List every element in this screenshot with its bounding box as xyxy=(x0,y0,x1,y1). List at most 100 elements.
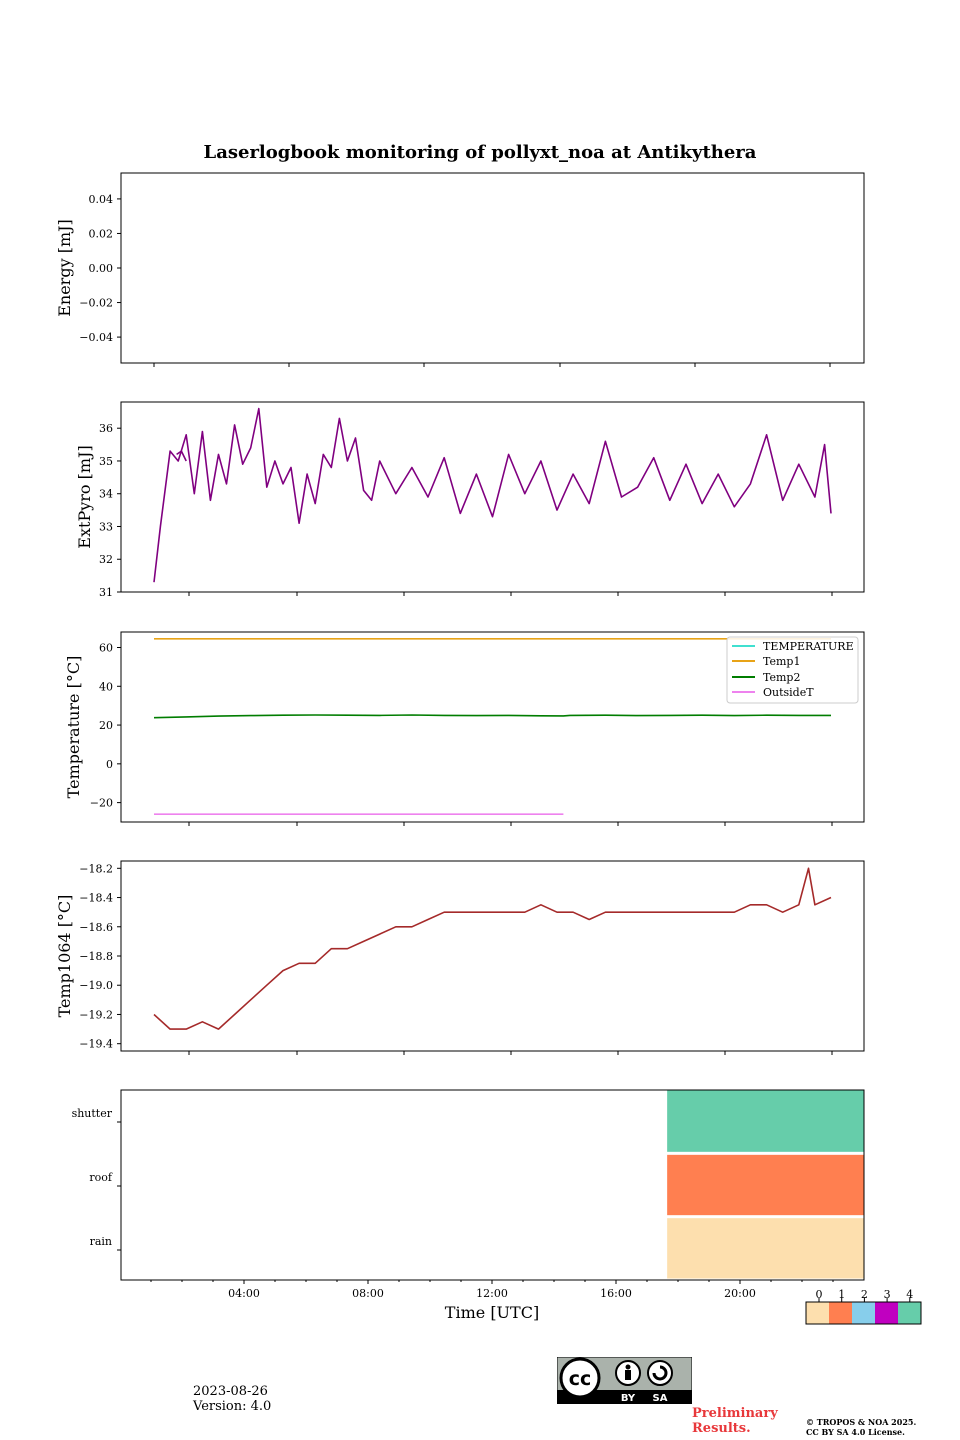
temp1064-ytick-label: −19.0 xyxy=(79,979,113,992)
panel-temperature-ylabel: Temperature [°C] xyxy=(64,656,83,799)
colorbar-tick-label: 0 xyxy=(816,1288,823,1301)
legend-label-temp2: Temp2 xyxy=(763,671,800,684)
panel-temp1064-series xyxy=(153,867,832,1030)
energy-ytick-label: 0.00 xyxy=(89,262,114,275)
temp1064-ytick-label: −18.4 xyxy=(79,892,113,905)
panel-energy-xticks xyxy=(153,363,831,367)
cc-icon xyxy=(559,1357,601,1399)
x-tick-label: 12:00 xyxy=(476,1287,508,1300)
energy-ytick-label: 0.02 xyxy=(89,227,114,240)
extpyro-ytick-label: 33 xyxy=(99,520,113,533)
extpyro-ytick-label: 36 xyxy=(99,422,113,435)
status-row-label-shutter: shutter xyxy=(72,1107,113,1120)
status-xticks: 04:00 08:00 12:00 16:00 20:00 xyxy=(150,1280,834,1300)
preliminary-line-2: Results. xyxy=(692,1421,751,1436)
footer-version: Version: 4.0 xyxy=(193,1399,272,1414)
legend-frame xyxy=(726,636,859,704)
extpyro-line-series-0 xyxy=(153,407,832,583)
panel-extpyro: ExtPyro [mJ] 31 32 33 34 35 36 xyxy=(75,401,865,599)
temperature-ytick-label: −20 xyxy=(90,797,113,810)
colorbar-swatch-1 xyxy=(829,1302,852,1324)
panel-temp1064-frame xyxy=(120,860,865,1052)
extpyro-ytick-label: 35 xyxy=(99,455,113,468)
legend-label-temp1: Temp1 xyxy=(763,655,800,668)
panel-temp1064-xticks xyxy=(188,1051,833,1055)
panel-temperature: Temperature [°C] −20 0 20 40 60 TEMPERATURE … xyxy=(64,631,865,826)
temp1064-ytick-label: −19.2 xyxy=(79,1008,113,1021)
status-cell-roof xyxy=(667,1154,864,1216)
temperature-ytick-label: 40 xyxy=(99,680,113,693)
colorbar-swatch-4 xyxy=(898,1302,921,1324)
colorbar-tick-label: 1 xyxy=(838,1288,845,1301)
status-cell-shutter xyxy=(667,1090,864,1152)
footer-date-version: 2023-08-26 Version: 4.0 xyxy=(193,1384,271,1414)
panel-status: shutter roof rain 04:00 08:00 12:00 16:00 20:0… xyxy=(72,1089,865,1322)
colorbar-tick-label: 3 xyxy=(884,1288,891,1301)
panel-temp1064: Temp1064 [°C] −19.4−19.2−19.0−18.8−18.6−… xyxy=(55,860,865,1055)
extpyro-ytick-label: 31 xyxy=(99,586,113,599)
legend-label-temperature: TEMPERATURE xyxy=(763,640,854,653)
badge-sa-label: SA xyxy=(653,1393,668,1404)
panel-extpyro-yticks: 31 32 33 34 35 36 xyxy=(99,422,121,599)
panel-energy: Energy [mJ] −0.04 −0.02 0.00 0.02 0.04 xyxy=(55,172,865,367)
badge-by-label: BY xyxy=(621,1393,636,1404)
temp1064-line-series-0 xyxy=(153,867,832,1030)
panel-extpyro-series xyxy=(153,407,832,583)
status-row-label-rain: rain xyxy=(90,1235,112,1248)
energy-ytick-label: −0.04 xyxy=(79,331,113,344)
x-tick-label: 20:00 xyxy=(724,1287,756,1300)
panel-temperature-series xyxy=(153,638,831,815)
colorbar-tick-label: 4 xyxy=(906,1288,913,1301)
temp1064-ytick-label: −18.6 xyxy=(79,921,113,934)
panel-temperature-frame xyxy=(120,631,865,823)
by-person-head xyxy=(625,1364,631,1370)
sa-arrow xyxy=(652,1365,668,1381)
status-row-labels: shutter roof rain xyxy=(72,1107,121,1251)
by-person-body xyxy=(625,1370,631,1380)
colorbar-tick-label: 2 xyxy=(861,1288,868,1301)
copyright-line-2: CC BY SA 4.0 License. xyxy=(806,1427,905,1437)
temperature-legend: TEMPERATURE Temp1 Temp2 OutsideT xyxy=(726,636,859,704)
colorbar-swatch-2 xyxy=(852,1302,875,1324)
x-tick-label: 16:00 xyxy=(600,1287,632,1300)
cc-by-sa-badge: cc BY SA xyxy=(557,1357,692,1404)
temperature-ytick-label: 20 xyxy=(99,719,113,732)
energy-ytick-label: −0.02 xyxy=(79,297,113,310)
x-tick-label: 04:00 xyxy=(228,1287,260,1300)
panel-energy-frame xyxy=(120,172,865,364)
status-cell-rain xyxy=(667,1218,864,1279)
panel-extpyro-frame xyxy=(120,401,865,593)
x-axis-label: Time [UTC] xyxy=(445,1303,539,1322)
extpyro-ytick-label: 32 xyxy=(99,553,113,566)
footer-date: 2023-08-26 xyxy=(193,1384,268,1399)
energy-ytick-label: 0.04 xyxy=(89,193,114,206)
copyright-note: © TROPOS & NOA 2025. CC BY SA 4.0 Licens… xyxy=(806,1417,916,1437)
temp1064-ytick-label: −18.8 xyxy=(79,950,113,963)
status-row-label-roof: roof xyxy=(89,1171,113,1184)
colorbar-frame xyxy=(805,1301,922,1325)
temperature-ytick-label: 0 xyxy=(106,758,113,771)
temp1064-ytick-label: −19.4 xyxy=(79,1038,113,1051)
copyright-line-1: © TROPOS & NOA 2025. xyxy=(806,1417,917,1427)
x-tick-label: 08:00 xyxy=(352,1287,384,1300)
panel-temp1064-ylabel: Temp1064 [°C] xyxy=(55,895,74,1018)
temp1064-ytick-label: −18.2 xyxy=(79,862,113,875)
preliminary-line-1: Preliminary xyxy=(692,1406,778,1421)
status-cells xyxy=(667,1090,864,1279)
status-colorbar: 0 1 2 3 4 xyxy=(805,1288,922,1325)
temperature-line-temp2 xyxy=(153,714,831,719)
panel-temperature-xticks xyxy=(188,822,833,826)
panel-temperature-yticks: −20 0 20 40 60 xyxy=(90,642,121,810)
extpyro-line-series-1 xyxy=(176,450,187,462)
preliminary-results-note: Preliminary Results. xyxy=(692,1406,778,1436)
sa-icon xyxy=(647,1360,673,1386)
legend-label-outsidet: OutsideT xyxy=(763,686,814,699)
colorbar-swatch-0 xyxy=(806,1302,829,1324)
extpyro-ytick-label: 34 xyxy=(99,488,113,501)
panel-extpyro-ylabel: ExtPyro [mJ] xyxy=(75,445,94,548)
panel-temp1064-yticks: −19.4 −19.2 −19.0 −18.8 −18.6 −18.4 −18.2 xyxy=(79,862,121,1051)
panel-extpyro-xticks xyxy=(188,592,833,596)
chart-title: Laserlogbook monitoring of pollyxt_noa a… xyxy=(204,142,757,163)
colorbar-swatch-3 xyxy=(875,1302,898,1324)
